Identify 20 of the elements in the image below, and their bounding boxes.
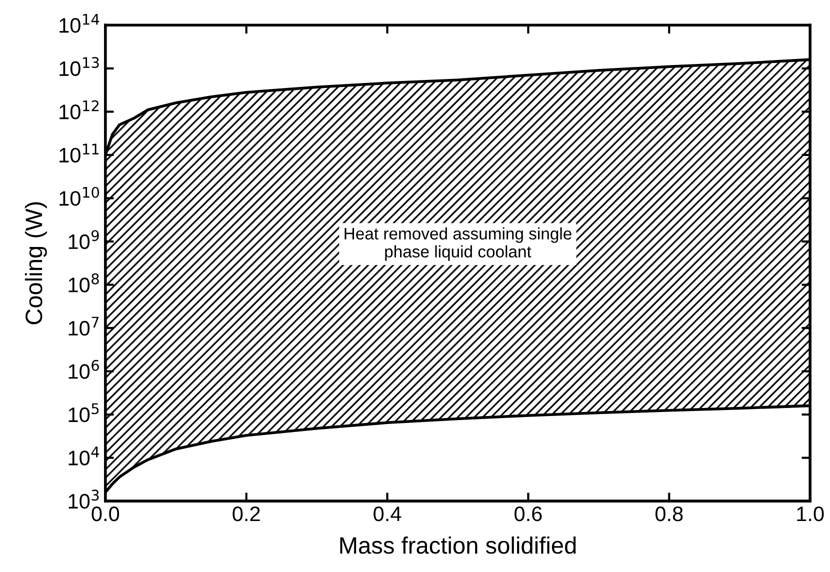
x-tick-label: 0.0 (92, 506, 120, 522)
y-tick-label: 10$^{4}$ (68, 446, 100, 466)
y-tick-label: 10$^{13}$ (60, 57, 99, 76)
y-tick-label: 10$^{10}$ (60, 186, 100, 206)
y-tick-label: 10$^{6}$ (68, 360, 99, 379)
annotation: Heat removed assuming single phase liquid coolant (344, 227, 572, 261)
x-tick-label: 0.2 (232, 506, 260, 522)
x-tick-label: 0.4 (374, 506, 402, 522)
y-tick-label: 10$^{7}$ (68, 316, 99, 336)
x-axis-title: Mass fraction solidified (340, 536, 576, 554)
y-tick-label: 10$^{12}$ (60, 100, 99, 120)
y-axis-title: Cooling (W) (24, 202, 47, 324)
y-tick-label: 10$^{9}$ (68, 230, 99, 250)
x-tick-label: 0.8 (655, 506, 683, 522)
y-tick-label: 10$^{14}$ (60, 14, 100, 33)
y-tick-label: 10$^{11}$ (60, 144, 99, 163)
x-tick-label: 1.0 (797, 506, 824, 522)
y-tick-label: 10$^{5}$ (68, 403, 99, 422)
y-tick-label: 10$^{8}$ (68, 273, 99, 292)
x-tick-label: 0.6 (514, 506, 542, 522)
